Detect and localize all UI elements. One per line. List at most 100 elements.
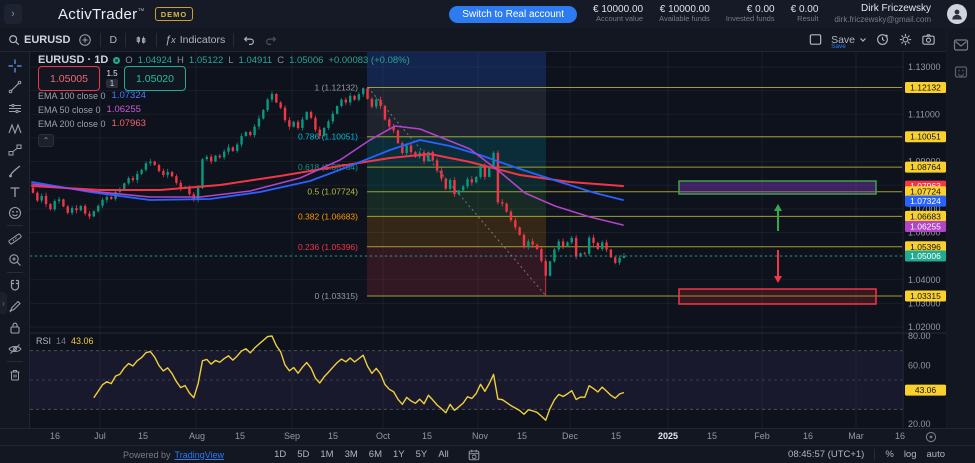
rsi-value: 43.06 bbox=[71, 336, 94, 346]
high-value: 1.05122 bbox=[188, 54, 224, 66]
avatar[interactable] bbox=[947, 4, 967, 24]
remove-drawings-trash-icon[interactable] bbox=[0, 364, 29, 385]
time-tick: 16 bbox=[894, 431, 906, 441]
direction-arrows bbox=[774, 204, 782, 283]
crosshair-tool-icon[interactable] bbox=[0, 55, 29, 76]
camera-snapshot-icon[interactable] bbox=[921, 32, 936, 47]
ema-50-row[interactable]: EMA 50 close 0 1.06255 bbox=[38, 104, 141, 115]
range-button-3m[interactable]: 3M bbox=[344, 449, 358, 460]
close-value: 1.05006 bbox=[289, 54, 324, 66]
time-tick: 15 bbox=[234, 431, 246, 441]
range-button-6m[interactable]: 6M bbox=[368, 449, 382, 460]
svg-text:0 (1.03315): 0 (1.03315) bbox=[315, 291, 359, 301]
rsi-legend[interactable]: RSI 14 43.06 bbox=[36, 336, 94, 346]
save-button[interactable]: Save Save bbox=[831, 34, 867, 50]
text-tool-icon[interactable] bbox=[0, 181, 29, 202]
ema-100-row[interactable]: EMA 100 close 0 1.07324 bbox=[38, 90, 146, 101]
go-to-date-icon[interactable] bbox=[467, 448, 481, 462]
save-status: Save bbox=[831, 42, 846, 50]
rsi-line bbox=[93, 335, 625, 421]
range-button-all[interactable]: All bbox=[438, 449, 449, 460]
brush-tool-icon[interactable] bbox=[0, 160, 29, 181]
mail-icon[interactable] bbox=[953, 38, 969, 52]
time-tick: 15 bbox=[421, 431, 433, 441]
top-bar: › ActivTrader™ DEMO Switch to Real accou… bbox=[0, 0, 975, 28]
rail-separator bbox=[6, 361, 23, 362]
chart-canvas[interactable]: 1 (1.12132)0.786 (1.10051)0.618 (1.08764… bbox=[30, 52, 946, 429]
settings-gear-icon[interactable] bbox=[898, 32, 913, 47]
svg-text:0.236 (1.05396): 0.236 (1.05396) bbox=[298, 242, 358, 252]
zoom-in-tool-icon[interactable] bbox=[0, 249, 29, 270]
time-tick: 15 bbox=[610, 431, 622, 441]
trend-line-tool-icon[interactable] bbox=[0, 76, 29, 97]
auto-scale-button[interactable]: auto bbox=[926, 449, 946, 460]
object-tree-flyout-icon[interactable]: › bbox=[0, 292, 7, 314]
right-sidebar bbox=[946, 28, 975, 428]
main-area: › 1 (1.12132) 0.786 (1.10051) 0.618 (1.087… bbox=[0, 28, 975, 429]
low-value: 1.04911 bbox=[238, 54, 273, 66]
collapse-legend-icon[interactable]: ⌃ bbox=[38, 134, 54, 147]
chart-legend[interactable]: EURUSD · 1D O 1.04924 H 1.05122 L 1.04911 C… bbox=[38, 54, 410, 66]
sell-button[interactable]: 1.05005 bbox=[38, 66, 100, 91]
ema-50-line bbox=[31, 125, 624, 226]
range-button-1y[interactable]: 1Y bbox=[392, 449, 405, 460]
tradingview-link[interactable]: TradingView bbox=[174, 449, 225, 460]
trademark: ™ bbox=[137, 7, 145, 15]
svg-text:1.12132: 1.12132 bbox=[910, 83, 941, 93]
forecast-tool-icon[interactable] bbox=[0, 139, 29, 160]
price-axis[interactable]: 1.13000 1.11000 1.09000 1.07000 1.06000 1.040… bbox=[905, 62, 946, 429]
svg-text:1.07963: 1.07963 bbox=[910, 181, 941, 191]
emoji-tool-icon[interactable] bbox=[0, 202, 29, 223]
stat-available-funds: € 10000.00 Available funds bbox=[659, 3, 710, 24]
buy-button[interactable]: 1.05020 bbox=[124, 66, 186, 91]
svg-text:1.06683: 1.06683 bbox=[910, 211, 941, 221]
time-tick: Sep bbox=[283, 431, 301, 441]
redo-icon[interactable] bbox=[264, 33, 278, 47]
magnet-tool-icon[interactable] bbox=[0, 275, 29, 296]
layout-icon[interactable] bbox=[808, 32, 823, 47]
range-button-1m[interactable]: 1M bbox=[320, 449, 334, 460]
pattern-xabcd-tool-icon[interactable] bbox=[0, 118, 29, 139]
range-button-1d[interactable]: 1D bbox=[274, 449, 287, 460]
alert-clock-icon[interactable] bbox=[875, 32, 890, 47]
compare-add-icon[interactable] bbox=[78, 33, 92, 47]
go-to-realtime-icon[interactable] bbox=[925, 431, 937, 443]
timeframe-button[interactable]: D bbox=[109, 33, 118, 46]
lines-channel-tool-icon[interactable] bbox=[0, 97, 29, 118]
symbol-search-button[interactable]: EURUSD bbox=[8, 34, 70, 46]
time-tick: 15 bbox=[516, 431, 528, 441]
svg-text:60.00: 60.00 bbox=[908, 360, 931, 370]
person-icon bbox=[952, 9, 962, 20]
expand-menu-icon[interactable]: › bbox=[4, 4, 22, 24]
stat-account-value: € 10000.00 Account value bbox=[593, 3, 644, 24]
indicators-button[interactable]: ƒx Indicators bbox=[165, 33, 226, 46]
ruler-tool-icon[interactable] bbox=[0, 228, 29, 249]
time-tick: 15 bbox=[137, 431, 149, 441]
chevron-down-icon bbox=[860, 37, 866, 42]
top-bar-left: › ActivTrader™ DEMO bbox=[0, 4, 194, 24]
time-axis[interactable]: 16 Jul 15 Aug 15 Sep 15 Oct 15 Nov 15 Dec 15 2025 15 Fe… bbox=[0, 428, 975, 445]
session-clock[interactable]: 08:45:57 (UTC+1) bbox=[788, 449, 865, 460]
drawing-mode-tool-icon[interactable] bbox=[0, 296, 29, 317]
lock-drawings-icon[interactable] bbox=[0, 317, 29, 338]
time-tick: Feb bbox=[754, 431, 770, 441]
percent-scale-button[interactable]: % bbox=[885, 449, 894, 460]
undo-icon[interactable] bbox=[242, 33, 256, 47]
ema-200-row[interactable]: EMA 200 close 0 1.07963 bbox=[38, 118, 146, 129]
time-tick: Mar bbox=[848, 431, 864, 441]
search-icon bbox=[9, 34, 20, 45]
svg-text:1.06255: 1.06255 bbox=[910, 221, 941, 231]
news-widget-icon[interactable] bbox=[953, 64, 969, 80]
svg-text:1.09000: 1.09000 bbox=[908, 157, 941, 167]
market-status-dot bbox=[113, 56, 121, 64]
switch-to-real-account-button[interactable]: Switch to Real account bbox=[449, 5, 578, 23]
change-value: +0.00083 (+0.08%) bbox=[328, 54, 410, 66]
svg-text:20.00: 20.00 bbox=[908, 419, 931, 428]
svg-text:0.382 (1.06683): 0.382 (1.06683) bbox=[298, 211, 358, 221]
chart-style-icon[interactable] bbox=[134, 33, 148, 47]
log-scale-button[interactable]: log bbox=[903, 449, 917, 460]
range-button-5d[interactable]: 5D bbox=[297, 449, 310, 460]
hide-drawings-eye-icon[interactable] bbox=[0, 338, 29, 359]
range-button-5y[interactable]: 5Y bbox=[415, 449, 428, 460]
svg-text:1.13000: 1.13000 bbox=[908, 62, 941, 72]
